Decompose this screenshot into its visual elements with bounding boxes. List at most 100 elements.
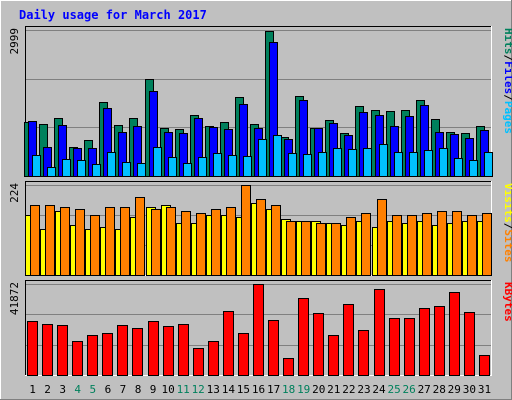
x-label-day-17: 17 xyxy=(267,383,280,396)
bar-sites-day-31 xyxy=(482,213,492,276)
legend-sites: Sites xyxy=(502,229,512,262)
x-label-day-30: 30 xyxy=(463,383,476,396)
bar-pages-day-19 xyxy=(303,154,312,177)
bar-pages-day-24 xyxy=(379,144,388,177)
bar-pages-day-8 xyxy=(137,163,146,177)
bar-sites-day-8 xyxy=(135,197,145,276)
bar-kbytes-day-27 xyxy=(419,308,430,376)
bar-kbytes-day-17 xyxy=(268,320,279,376)
chart-panels: 2999Hits/Files/Pages224Visits/Sites41872… xyxy=(8,26,512,376)
bar-kbytes-day-21 xyxy=(328,335,339,376)
legend-visits: Visits xyxy=(502,183,512,223)
bar-sites-day-5 xyxy=(90,215,100,276)
bar-sites-day-4 xyxy=(75,209,85,276)
bar-pages-day-23 xyxy=(363,148,372,177)
x-label-day-3: 3 xyxy=(59,383,66,396)
bar-kbytes-day-19 xyxy=(298,298,309,376)
bar-sites-day-26 xyxy=(407,215,417,276)
bar-pages-day-7 xyxy=(122,162,131,177)
x-label-day-15: 15 xyxy=(237,383,250,396)
bar-pages-day-3 xyxy=(62,159,71,177)
bar-kbytes-day-24 xyxy=(374,289,385,376)
bar-sites-day-24 xyxy=(377,199,387,276)
bar-sites-day-28 xyxy=(437,211,447,276)
bar-pages-day-5 xyxy=(92,164,101,177)
bar-pages-day-17 xyxy=(273,135,282,177)
bar-kbytes-day-8 xyxy=(132,328,143,376)
bar-pages-day-18 xyxy=(288,153,297,177)
x-label-day-21: 21 xyxy=(327,383,340,396)
bar-kbytes-day-12 xyxy=(193,348,204,376)
bar-kbytes-day-2 xyxy=(42,324,53,376)
bar-sites-day-7 xyxy=(120,207,130,276)
bar-sites-day-17 xyxy=(271,205,281,276)
legend-separator: / xyxy=(502,55,512,62)
bar-pages-day-15 xyxy=(243,156,252,177)
x-label-day-25: 25 xyxy=(387,383,400,396)
bar-pages-day-27 xyxy=(424,150,433,177)
bar-sites-day-21 xyxy=(331,223,341,276)
bar-kbytes-day-25 xyxy=(389,318,400,376)
x-label-day-14: 14 xyxy=(222,383,236,396)
bar-pages-day-31 xyxy=(484,152,493,177)
bar-kbytes-day-9 xyxy=(148,321,159,376)
bar-sites-day-29 xyxy=(452,211,462,276)
bar-sites-day-3 xyxy=(60,207,70,276)
x-label-day-8: 8 xyxy=(135,383,142,396)
bar-pages-day-29 xyxy=(454,158,463,177)
panel-legend-visits: Visits/Sites xyxy=(502,183,512,263)
bar-sites-day-12 xyxy=(196,213,206,276)
bar-kbytes-day-1 xyxy=(27,321,38,376)
bar-pages-day-13 xyxy=(213,153,222,177)
x-label-day-12: 12 xyxy=(192,383,205,396)
x-label-day-5: 5 xyxy=(89,383,96,396)
bar-pages-day-6 xyxy=(107,152,116,177)
bar-pages-day-30 xyxy=(469,160,478,177)
bar-kbytes-day-3 xyxy=(57,325,68,376)
x-label-day-6: 6 xyxy=(105,383,112,396)
x-label-day-22: 22 xyxy=(342,383,355,396)
bar-kbytes-day-23 xyxy=(358,330,369,376)
x-label-day-24: 24 xyxy=(372,383,386,396)
bar-sites-day-10 xyxy=(166,207,176,276)
bar-kbytes-day-26 xyxy=(404,318,415,376)
bar-kbytes-day-22 xyxy=(343,304,354,376)
bar-sites-day-22 xyxy=(346,217,356,276)
panel-visits: 224 Visits/Sites xyxy=(8,181,512,276)
bar-sites-day-2 xyxy=(45,205,55,276)
x-label-day-16: 16 xyxy=(252,383,265,396)
bar-pages-day-25 xyxy=(394,152,403,177)
x-label-day-23: 23 xyxy=(357,383,370,396)
bar-kbytes-day-10 xyxy=(163,326,174,376)
bar-sites-day-27 xyxy=(422,213,432,276)
bar-sites-day-19 xyxy=(301,221,311,276)
y-max-label: 224 xyxy=(8,183,21,203)
bar-kbytes-day-13 xyxy=(208,341,219,376)
bar-sites-day-15 xyxy=(241,185,251,276)
legend-separator: / xyxy=(502,223,512,230)
bar-pages-day-1 xyxy=(32,155,41,177)
bar-pages-day-16 xyxy=(258,139,267,177)
bar-kbytes-day-28 xyxy=(434,306,445,376)
legend-pages: Pages xyxy=(502,101,512,134)
bar-kbytes-day-11 xyxy=(178,324,189,376)
bar-sites-day-18 xyxy=(286,221,296,276)
bar-kbytes-day-29 xyxy=(449,292,460,376)
x-label-day-27: 27 xyxy=(418,383,431,396)
x-axis-labels: 1 2 3 4 5 6 7 8 9 10 11 12 13 14 15 16 17 18 19 20 21 22 23 24 2… xyxy=(29,383,491,396)
bar-sites-day-13 xyxy=(211,209,221,276)
legend-hits: Hits xyxy=(502,28,512,55)
panel-kbytes: 41872 KBytes xyxy=(8,280,512,376)
x-label-day-28: 28 xyxy=(433,383,446,396)
y-max-label: 2999 xyxy=(8,28,21,55)
x-label-day-26: 26 xyxy=(402,383,415,396)
panel-legend-hits: Hits/Files/Pages xyxy=(502,28,512,134)
x-label-day-4: 4 xyxy=(74,383,81,396)
x-label-day-2: 2 xyxy=(44,383,51,396)
bar-kbytes-day-6 xyxy=(102,333,113,376)
x-label-day-1: 1 xyxy=(29,383,36,396)
legend-files: Files xyxy=(502,61,512,94)
bar-sites-day-16 xyxy=(256,199,266,276)
bar-kbytes-day-20 xyxy=(313,313,324,376)
